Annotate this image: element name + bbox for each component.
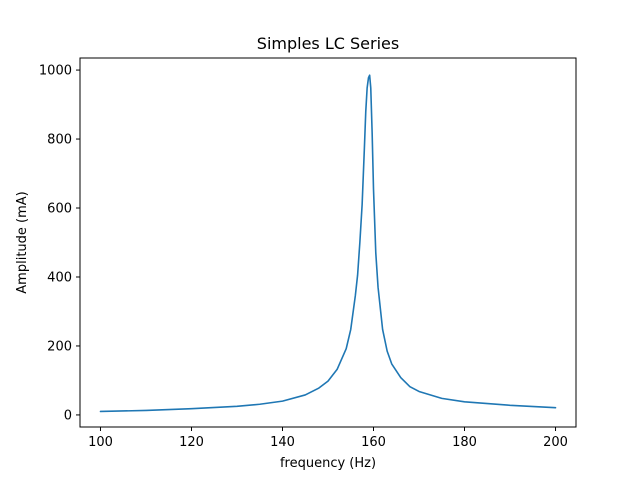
y-tick-label: 600: [47, 202, 72, 217]
x-tick-label: 140: [270, 435, 295, 450]
x-tick-label: 200: [543, 435, 568, 450]
x-axis-label: frequency (Hz): [280, 456, 376, 471]
plot-frame: [79, 57, 577, 428]
x-tick-label: 160: [361, 435, 386, 450]
y-tick-label: 400: [47, 270, 72, 285]
y-axis-label: Amplitude (mA): [15, 191, 30, 293]
series-line: [99, 74, 557, 413]
x-axis: 100 120 140 160 180 200: [88, 427, 568, 450]
chart-title: Simples LC Series: [257, 34, 399, 53]
y-tick-label: 0: [64, 408, 72, 423]
plot-area: [79, 57, 577, 428]
y-tick-label: 800: [47, 133, 72, 148]
y-tick-label: 200: [47, 339, 72, 354]
x-tick-label: 100: [88, 435, 113, 450]
x-tick-label: 120: [179, 435, 204, 450]
series-layer: [99, 74, 557, 413]
y-tick-label: 1000: [39, 64, 72, 79]
y-axis: 0 200 400 600 800 1000: [39, 64, 80, 423]
x-tick-label: 180: [452, 435, 477, 450]
